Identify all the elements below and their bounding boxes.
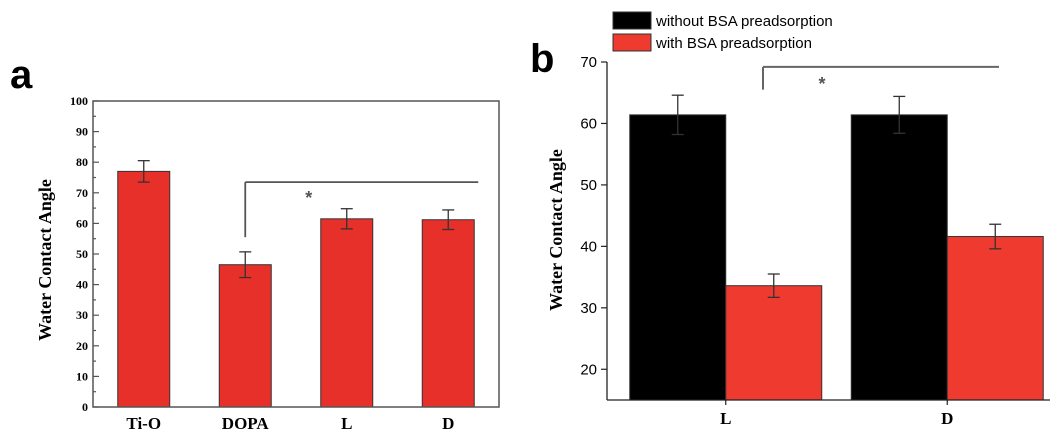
panel-b-y-tick-label: 50 <box>580 177 597 194</box>
panel-b-bar-l-series-0 <box>629 114 727 401</box>
panel-b-legend-swatch-0 <box>612 11 652 30</box>
panel-a-y-tick-label: 10 <box>76 369 88 383</box>
panel-b-bar-d-series-0 <box>850 114 948 401</box>
panel-a-y-tick-label: 60 <box>76 216 88 230</box>
panel-a-bars <box>117 160 475 408</box>
panel-a-x-tick-label: DOPA <box>222 414 270 432</box>
panel-b-significance-star: * <box>818 74 825 94</box>
panel-a: a Water Contact Angle * 0 10 20 30 40 50 60 70 8… <box>10 53 500 432</box>
panel-a-y-tick-label: 100 <box>70 94 88 108</box>
panel-a-bar-d <box>421 219 475 408</box>
panel-a-x-tick-label: D <box>442 414 454 432</box>
panel-b-letter: b <box>530 37 554 81</box>
panel-b-y-tick-label: 20 <box>580 361 597 378</box>
panel-b-x-tick-label: D <box>941 409 953 428</box>
panel-b-bars <box>629 94 1044 401</box>
panel-b-axes <box>601 61 1050 405</box>
panel-a-letter: a <box>10 53 33 97</box>
panel-b: b Water Contact Angle without BSA preads… <box>530 11 1050 428</box>
panel-a-bar-ti-o <box>117 170 171 408</box>
panel-b-y-tick-label: 30 <box>580 300 597 317</box>
panel-a-y-tick-label: 0 <box>82 400 88 414</box>
panel-b-y-tick-label: 40 <box>580 238 597 255</box>
panel-a-y-tick-label: 40 <box>76 278 88 292</box>
panel-a-y-tick-label: 50 <box>76 247 88 261</box>
panel-b-significance: * <box>762 65 999 94</box>
panel-b-y-axis-title: Water Contact Angle <box>546 149 566 311</box>
panel-b-legend-label-1: with BSA preadsorption <box>655 35 812 52</box>
panel-a-x-tick-label: Ti-O <box>126 414 161 432</box>
panel-b-bar-d-series-1 <box>946 236 1044 401</box>
panel-b-legend: without BSA preadsorption with BSA preads… <box>612 11 833 52</box>
panel-a-y-tick-label: 80 <box>76 155 88 169</box>
panel-a-significance: * <box>244 181 479 238</box>
panel-b-y-tick-label: 60 <box>580 115 597 132</box>
panel-a-y-axis-title: Water Contact Angle <box>35 179 55 341</box>
panel-a-y-tick-label: 70 <box>76 186 88 200</box>
panel-a-x-tick-label: L <box>341 414 352 432</box>
panel-b-legend-label-0: without BSA preadsorption <box>655 13 833 30</box>
panel-a-y-tick-label: 90 <box>76 125 88 139</box>
panel-a-labels: 0 10 20 30 40 50 60 70 80 90 100 Ti-O DOPA L D <box>70 94 454 432</box>
panel-b-bar-l-series-1 <box>725 285 823 401</box>
panel-a-plot-frame <box>92 100 500 408</box>
panel-b-labels: 20 30 40 50 60 70 L D <box>580 54 953 428</box>
panel-a-y-tick-label: 20 <box>76 339 88 353</box>
panel-b-x-tick-label: L <box>720 409 731 428</box>
panel-a-bar-dopa <box>218 264 272 408</box>
panel-b-y-tick-label: 70 <box>580 54 597 71</box>
panel-a-y-tick-label: 30 <box>76 308 88 322</box>
panel-a-bar-l <box>320 218 374 408</box>
panel-a-significance-star: * <box>305 188 312 208</box>
panel-b-legend-swatch-1 <box>612 33 652 52</box>
